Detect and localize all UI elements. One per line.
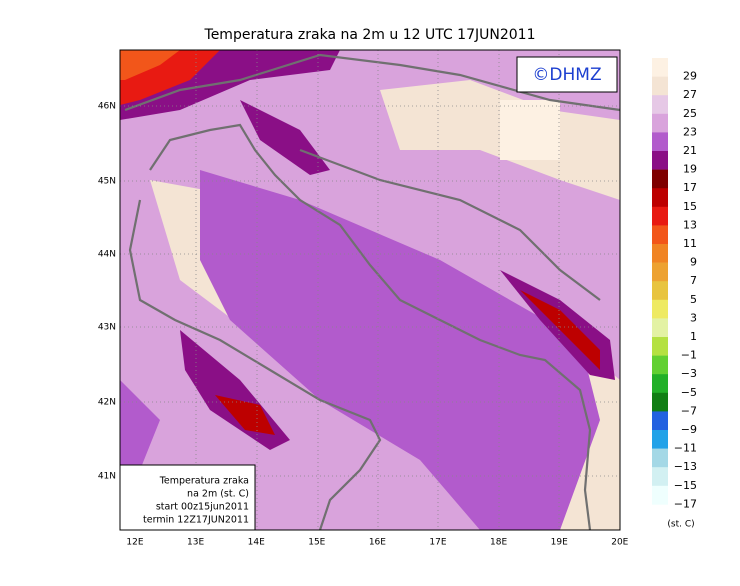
lat-label: 45N bbox=[98, 177, 116, 187]
legend-swatch bbox=[652, 392, 668, 412]
legend-unit: (st. C) bbox=[667, 520, 694, 530]
legend-label: −17 bbox=[674, 497, 697, 510]
legend-label: 25 bbox=[683, 107, 697, 120]
info-line: na 2m (st. C) bbox=[187, 489, 249, 500]
lon-label: 15E bbox=[308, 538, 325, 548]
legend-label: 7 bbox=[690, 274, 697, 287]
legend-swatch bbox=[652, 206, 668, 226]
legend-label: −11 bbox=[674, 442, 697, 455]
legend-label: −9 bbox=[681, 423, 697, 436]
legend-swatch bbox=[652, 225, 668, 245]
legend-label: −3 bbox=[681, 367, 697, 380]
coastlines bbox=[124, 53, 621, 531]
legend-label: −7 bbox=[681, 404, 697, 417]
lat-label: 42N bbox=[98, 398, 116, 408]
lat-label: 43N bbox=[98, 323, 116, 333]
copyright: ©DHMZ bbox=[532, 65, 601, 85]
lat-label: 46N bbox=[98, 102, 116, 112]
lat-labels: 46N 45N 44N 43N 42N 41N bbox=[98, 102, 116, 482]
legend-swatch bbox=[652, 132, 668, 152]
copyright-box bbox=[516, 56, 618, 93]
lon-labels: 12E 13E 14E 15E 16E 17E 18E 19E 20E bbox=[126, 538, 628, 548]
legend-swatch bbox=[652, 374, 668, 394]
legend-label: 17 bbox=[683, 181, 697, 194]
legend-swatch bbox=[652, 485, 668, 505]
lon-label: 18E bbox=[490, 538, 507, 548]
legend-swatch bbox=[652, 430, 668, 449]
legend-swatch bbox=[652, 448, 668, 468]
lon-label: 14E bbox=[248, 538, 265, 548]
legend-label: 27 bbox=[683, 88, 697, 101]
lat-label: 41N bbox=[98, 472, 116, 482]
legend-swatch bbox=[652, 281, 668, 301]
legend-label: 3 bbox=[690, 311, 697, 324]
legend-swatch bbox=[652, 58, 668, 77]
map-title: Temperatura zraka na 2m u 12 UTC 17JUN20… bbox=[204, 27, 536, 43]
legend-swatch bbox=[652, 355, 668, 375]
legend-label: 5 bbox=[690, 293, 697, 306]
legend-swatch bbox=[652, 95, 668, 115]
legend-swatch bbox=[652, 299, 668, 319]
lon-label: 19E bbox=[551, 538, 568, 548]
legend-swatch bbox=[652, 318, 668, 338]
lon-label: 13E bbox=[187, 538, 204, 548]
lon-label: 17E bbox=[429, 538, 446, 548]
info-line: start 00z15jun2011 bbox=[156, 502, 249, 513]
legend-swatch bbox=[652, 467, 668, 487]
legend-label: 21 bbox=[683, 144, 697, 157]
legend-label: −15 bbox=[674, 479, 697, 492]
lon-label: 12E bbox=[126, 538, 143, 548]
legend-swatch bbox=[652, 411, 668, 431]
legend-label: −5 bbox=[681, 386, 697, 399]
legend-label: −1 bbox=[681, 349, 697, 362]
legend-swatch bbox=[652, 262, 668, 282]
lat-label: 44N bbox=[98, 250, 116, 260]
legend-label: 19 bbox=[683, 163, 697, 176]
legend-swatch bbox=[652, 337, 668, 356]
legend-label: 13 bbox=[683, 218, 697, 231]
graticule bbox=[120, 50, 620, 530]
info-line: termin 12Z17JUN2011 bbox=[143, 515, 249, 526]
legend-label: 23 bbox=[683, 125, 697, 138]
legend-swatch bbox=[652, 151, 668, 170]
legend-label: 29 bbox=[683, 70, 697, 83]
legend-label: 11 bbox=[683, 237, 697, 250]
legend-label: 1 bbox=[690, 330, 697, 343]
legend-swatch bbox=[652, 113, 668, 133]
map-field bbox=[120, 50, 620, 530]
legend-swatch bbox=[652, 244, 668, 263]
legend-swatch bbox=[652, 188, 668, 208]
colorbar: 29 27 25 23 21 19 17 15 13 11 9 7 5 3 1 −1 −3 −5 −7 −9 −11 −1… bbox=[652, 58, 697, 510]
legend-label: 9 bbox=[690, 256, 697, 269]
lon-label: 20E bbox=[611, 538, 628, 548]
legend-label: 15 bbox=[683, 200, 697, 213]
map-frame bbox=[119, 49, 621, 531]
info-line: Temperatura zraka bbox=[159, 476, 249, 487]
legend-label: −13 bbox=[674, 460, 697, 473]
lon-label: 16E bbox=[369, 538, 386, 548]
info-lines: Temperatura zraka na 2m (st. C) start 00z1… bbox=[143, 476, 249, 526]
info-box bbox=[119, 464, 256, 531]
legend-swatch bbox=[652, 76, 668, 96]
legend-swatch bbox=[652, 169, 668, 189]
